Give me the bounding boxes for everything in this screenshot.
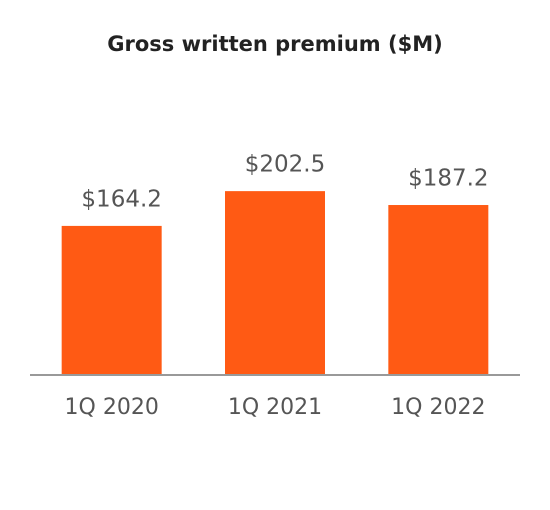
bar: [388, 205, 489, 375]
x-tick-label: 1Q 2020: [65, 395, 159, 420]
x-tick-label: 1Q 2022: [391, 395, 485, 420]
x-tick-label: 1Q 2021: [228, 395, 322, 420]
chart-title: Gross written premium ($M): [107, 32, 442, 56]
value-label: $202.5: [245, 152, 325, 178]
value-label: $187.2: [408, 166, 488, 192]
value-label: $164.2: [81, 186, 161, 212]
bar: [61, 225, 162, 375]
bar: [225, 191, 325, 375]
